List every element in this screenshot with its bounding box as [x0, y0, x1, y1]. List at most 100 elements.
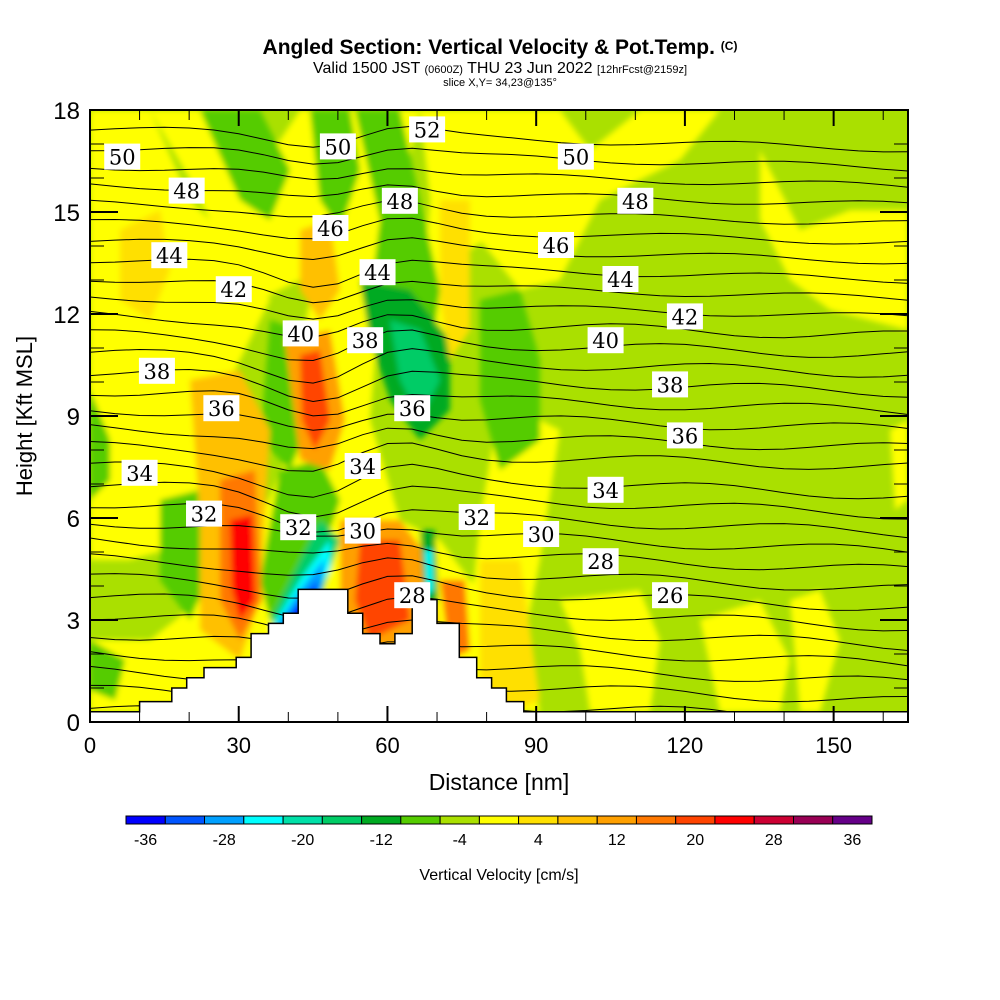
isentrope-line	[90, 523, 908, 553]
contour-label: 48	[617, 187, 654, 214]
contour-label-text: 34	[126, 462, 153, 486]
contour-label-box	[582, 548, 619, 575]
colorbar-swatch	[518, 815, 559, 825]
contour-label-box	[344, 517, 381, 544]
contour-label-text: 48	[173, 180, 200, 204]
field-region-positive	[760, 150, 908, 330]
isentrope-line	[90, 147, 908, 172]
colorbar-swatch	[596, 815, 638, 825]
contour-label: 42	[215, 276, 252, 303]
y-tick-label: 18	[53, 98, 80, 125]
isentrope-line	[90, 553, 908, 591]
isentrope-line	[90, 368, 908, 403]
colorbar-tick-label: 4	[534, 832, 543, 849]
contour-label: 42	[666, 303, 703, 330]
colorbar-swatch	[793, 815, 834, 825]
y-tick-label: 0	[67, 710, 80, 737]
contour-label-text: 46	[317, 217, 344, 241]
y-axis-tick-labels: 0 3 6 9 12 15 18	[53, 98, 80, 737]
field-region-positive	[790, 590, 840, 712]
colorbar-tick-label: 36	[844, 832, 862, 849]
contour-label: 34	[587, 476, 624, 503]
isentrope-line	[90, 125, 908, 153]
contour-label: 48	[381, 187, 418, 214]
contour-label-text: 44	[364, 261, 391, 285]
contour-label-text: 50	[562, 146, 589, 170]
colorbar-swatch	[164, 815, 206, 825]
contour-label-box	[104, 143, 141, 170]
x-tick-label: 90	[524, 733, 548, 758]
contour-label-text: 32	[191, 503, 218, 527]
contour-label: 34	[121, 459, 158, 486]
valid-prefix: Valid 1500 JST	[312, 60, 420, 77]
isentrope-line	[90, 199, 908, 225]
isentrope-line	[90, 183, 908, 205]
contour-label-box	[617, 187, 654, 214]
contour-label-text: 42	[672, 305, 699, 329]
isentrope-line	[90, 348, 908, 384]
contour-label: 32	[458, 504, 495, 530]
contour-label: 30	[344, 517, 381, 544]
x-axis-tick-labels: 0 30 60 90 120 150	[84, 733, 852, 758]
field-region-positive	[150, 110, 330, 300]
isentrope-line	[90, 310, 908, 339]
contour-label-text: 50	[109, 146, 136, 170]
y-tick-label: 9	[67, 404, 80, 431]
field-region-positive	[230, 515, 255, 620]
contour-label-text: 36	[399, 397, 426, 421]
contour-label-text: 28	[399, 584, 426, 608]
contour-label-text: 32	[463, 506, 490, 530]
contour-label: 38	[138, 357, 175, 384]
colorbar-swatch	[675, 815, 716, 825]
field-region-negative	[480, 290, 540, 470]
contour-label-text: 30	[528, 523, 555, 547]
contour-label: 52	[409, 116, 446, 143]
y-tick-label: 6	[67, 506, 80, 533]
isentrope-line	[90, 461, 908, 500]
y-tick-label: 15	[53, 200, 80, 227]
x-axis-label: Distance [nm]	[429, 769, 570, 795]
x-tick-label: 0	[84, 733, 96, 758]
colorbar-swatch	[282, 815, 323, 825]
x-tick-label: 60	[375, 733, 399, 758]
contour-label-box	[312, 215, 349, 241]
contour-label: 40	[282, 320, 319, 347]
contour-label: 36	[666, 422, 703, 449]
axis-ticks	[89, 109, 908, 723]
contour-label-box	[458, 504, 495, 530]
contour-label-text: 44	[156, 244, 183, 268]
colorbar-tick-labels: -36 -28 -20 -12 -4 4 12 20 28 36	[134, 832, 861, 849]
contour-label-text: 40	[287, 322, 314, 346]
contour-label: 28	[582, 548, 619, 575]
contour-label: 50	[319, 133, 356, 160]
contour-label-text: 38	[352, 329, 379, 353]
contour-label-box	[381, 187, 418, 214]
isentrope-line	[90, 573, 908, 611]
contour-label: 44	[359, 259, 396, 286]
contour-label: 34	[344, 453, 381, 479]
contour-label: 32	[186, 500, 223, 527]
contour-labels: 52 50 50 50 48 48 48 46 46 44 44 44 42 42 40 40 38 38 38 36…	[104, 116, 703, 609]
field-region-negative	[270, 540, 330, 630]
contour-label-text: 42	[220, 278, 247, 302]
contour-label-box	[121, 459, 158, 486]
y-axis-label: Height [Kft MSL]	[12, 336, 37, 496]
colorbar-swatch	[439, 815, 480, 825]
isentrope-line	[90, 296, 908, 320]
valid-time-line: Valid 1500 JST (0600Z) THU 23 Jun 2022 […	[0, 60, 1000, 79]
colorbar-tick-label: 12	[608, 832, 626, 849]
colorbar-tick-label: -20	[291, 832, 314, 849]
contour-label-box	[666, 303, 703, 330]
contour-label-box	[347, 327, 384, 354]
colorbar-swatch	[204, 815, 245, 825]
contour-label-box	[587, 327, 624, 354]
title-text: Angled Section: Vertical Velocity & Pot.…	[262, 36, 715, 59]
isentrope-line	[90, 593, 908, 632]
isentrope-line	[90, 258, 908, 288]
forecast-info: [12hrFcst@2159z]	[596, 64, 688, 76]
isentrope-line	[90, 217, 908, 245]
colorbar-swatch	[635, 815, 677, 825]
contour-label: 28	[394, 582, 431, 609]
contour-label-box	[523, 521, 560, 547]
isentrope-line	[90, 635, 908, 667]
